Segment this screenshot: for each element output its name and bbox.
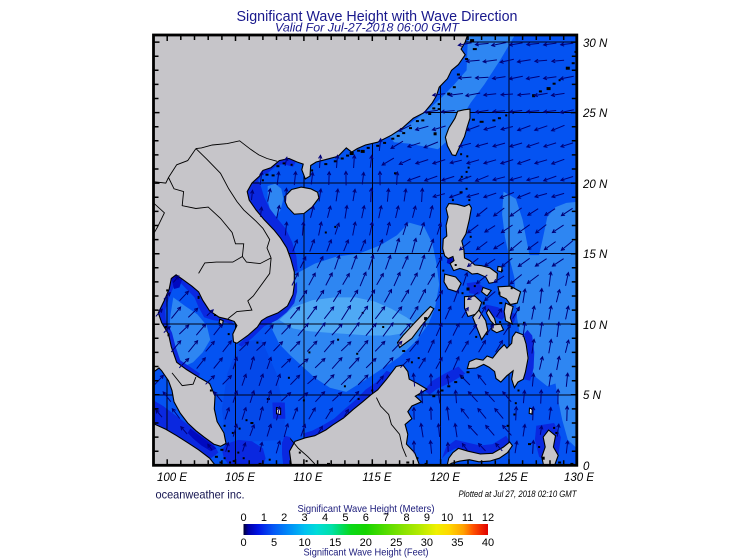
svg-text:15 N: 15 N xyxy=(583,249,608,261)
svg-text:30: 30 xyxy=(421,537,433,549)
svg-text:7: 7 xyxy=(383,512,389,524)
svg-text:35: 35 xyxy=(451,537,463,549)
svg-text:30 N: 30 N xyxy=(583,38,608,50)
svg-text:5 N: 5 N xyxy=(583,390,602,402)
svg-text:4: 4 xyxy=(322,512,328,524)
svg-text:10: 10 xyxy=(298,537,310,549)
svg-text:Valid For Jul-27-2018 06:00 GM: Valid For Jul-27-2018 06:00 GMT xyxy=(275,21,460,35)
svg-text:5: 5 xyxy=(342,512,348,524)
svg-text:25 N: 25 N xyxy=(582,108,608,120)
svg-text:2: 2 xyxy=(281,512,287,524)
svg-text:125 E: 125 E xyxy=(498,472,528,484)
svg-text:Plotted at Jul 27, 2018 02:10: Plotted at Jul 27, 2018 02:10 GMT xyxy=(459,489,578,499)
svg-text:120 E: 120 E xyxy=(430,472,460,484)
svg-text:1: 1 xyxy=(261,512,267,524)
svg-text:oceanweather inc.: oceanweather inc. xyxy=(156,488,245,502)
svg-text:100 E: 100 E xyxy=(157,472,187,484)
svg-text:20: 20 xyxy=(360,537,372,549)
svg-text:0: 0 xyxy=(240,512,246,524)
svg-text:Significant Wave Height (Feet): Significant Wave Height (Feet) xyxy=(304,548,429,559)
svg-text:115 E: 115 E xyxy=(362,472,392,484)
svg-text:25: 25 xyxy=(390,537,402,549)
svg-text:Significant Wave Height (Meter: Significant Wave Height (Meters) xyxy=(298,504,435,515)
svg-text:8: 8 xyxy=(403,512,409,524)
svg-text:15: 15 xyxy=(329,537,341,549)
svg-text:11: 11 xyxy=(462,512,473,524)
svg-text:105 E: 105 E xyxy=(225,472,255,484)
svg-text:0: 0 xyxy=(240,537,246,549)
svg-text:0: 0 xyxy=(583,461,590,473)
svg-text:5: 5 xyxy=(271,537,277,549)
svg-text:130 E: 130 E xyxy=(564,472,594,484)
svg-text:10: 10 xyxy=(441,512,453,524)
svg-text:110 E: 110 E xyxy=(293,472,323,484)
svg-text:12: 12 xyxy=(482,512,494,524)
svg-text:3: 3 xyxy=(302,512,308,524)
svg-text:10 N: 10 N xyxy=(583,320,608,332)
svg-text:20 N: 20 N xyxy=(582,179,608,191)
svg-text:40: 40 xyxy=(482,537,494,549)
svg-text:6: 6 xyxy=(363,512,369,524)
svg-text:Significant Wave Height with W: Significant Wave Height with Wave Direct… xyxy=(237,8,518,25)
svg-text:9: 9 xyxy=(424,512,430,524)
